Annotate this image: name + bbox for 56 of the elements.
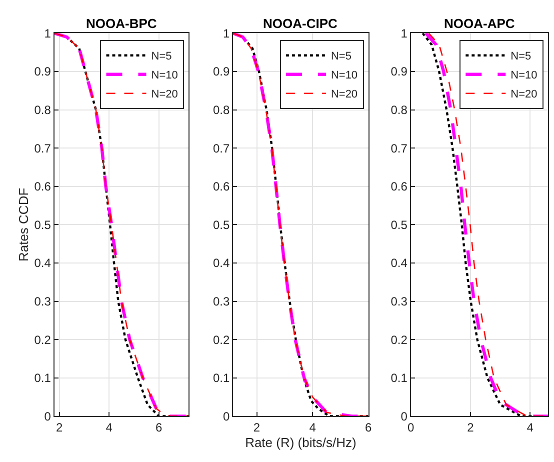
y-tick-label: 0.5 xyxy=(212,218,230,232)
y-tick-label: 0.3 xyxy=(34,294,52,308)
y-tick-label: 0.1 xyxy=(390,371,408,386)
x-tick-label: 4 xyxy=(106,420,113,435)
y-tick-label: 1 xyxy=(222,26,230,40)
line-series xyxy=(54,33,189,416)
y-tick-label: 0.6 xyxy=(34,180,52,194)
x-tick-label: 4 xyxy=(309,420,316,435)
y-tick-label: 0.5 xyxy=(34,218,52,232)
y-tick-label: 0.8 xyxy=(390,102,408,117)
x-tick-label: 2 xyxy=(467,420,474,435)
y-tick-label: 0.3 xyxy=(390,294,408,308)
y-tick-label: 0.7 xyxy=(212,141,230,156)
legend-label: N=20 xyxy=(151,88,178,101)
y-tick-label: 0.2 xyxy=(34,332,52,347)
y-tick-label: 0.2 xyxy=(390,332,408,347)
y-tick-label: 0.1 xyxy=(212,371,230,386)
y-tick-label: 0.3 xyxy=(212,294,230,308)
x-axis-title: Rate (R) (bits/s/Hz) xyxy=(245,435,356,450)
x-tick-label: 6 xyxy=(364,420,372,435)
y-tick-label: 0.4 xyxy=(390,256,408,270)
y-tick-label: 0.1 xyxy=(34,371,52,386)
y-tick-label: 0 xyxy=(222,409,230,424)
y-tick-label: 0.2 xyxy=(212,332,230,347)
legend-label: N=20 xyxy=(330,88,358,101)
chart-title: NOOA-BPC xyxy=(86,16,158,31)
y-tick-label: 0.5 xyxy=(390,218,408,232)
x-tick-label: 2 xyxy=(253,420,260,435)
y-tick-label: 0.7 xyxy=(34,141,52,156)
y-tick-label: 0.8 xyxy=(34,102,52,117)
x-tick-label: 6 xyxy=(155,420,162,435)
legend-label: N=10 xyxy=(510,70,538,82)
legend-label: N=5 xyxy=(151,50,172,63)
y-tick-label: 0 xyxy=(400,409,408,424)
y-tick-label: 0.6 xyxy=(212,180,230,194)
legend-label: N=20 xyxy=(510,88,538,101)
y-axis-title: Rates CCDF xyxy=(16,188,32,262)
chart-title: NOOA-CIPC xyxy=(263,16,338,31)
y-tick-label: 1 xyxy=(400,26,408,40)
legend-label: N=10 xyxy=(330,70,358,82)
legend-label: N=5 xyxy=(510,50,532,63)
legend-label: N=10 xyxy=(151,70,178,82)
chart-title: NOOA-APC xyxy=(444,16,516,31)
y-tick-label: 0.7 xyxy=(390,141,408,156)
legend-label: N=5 xyxy=(330,50,352,63)
y-tick-label: 0.9 xyxy=(212,64,230,79)
y-tick-label: 0.6 xyxy=(390,180,408,194)
y-tick-label: 0.4 xyxy=(34,256,52,270)
x-tick-label: 2 xyxy=(56,420,63,435)
x-tick-label: 4 xyxy=(526,420,534,435)
y-tick-label: 0.9 xyxy=(34,64,52,79)
y-tick-label: 1 xyxy=(44,26,52,40)
y-tick-label: 0.9 xyxy=(390,64,408,79)
y-tick-label: 0 xyxy=(44,409,52,424)
y-tick-label: 0.4 xyxy=(212,256,230,270)
y-tick-label: 0.8 xyxy=(212,102,230,117)
